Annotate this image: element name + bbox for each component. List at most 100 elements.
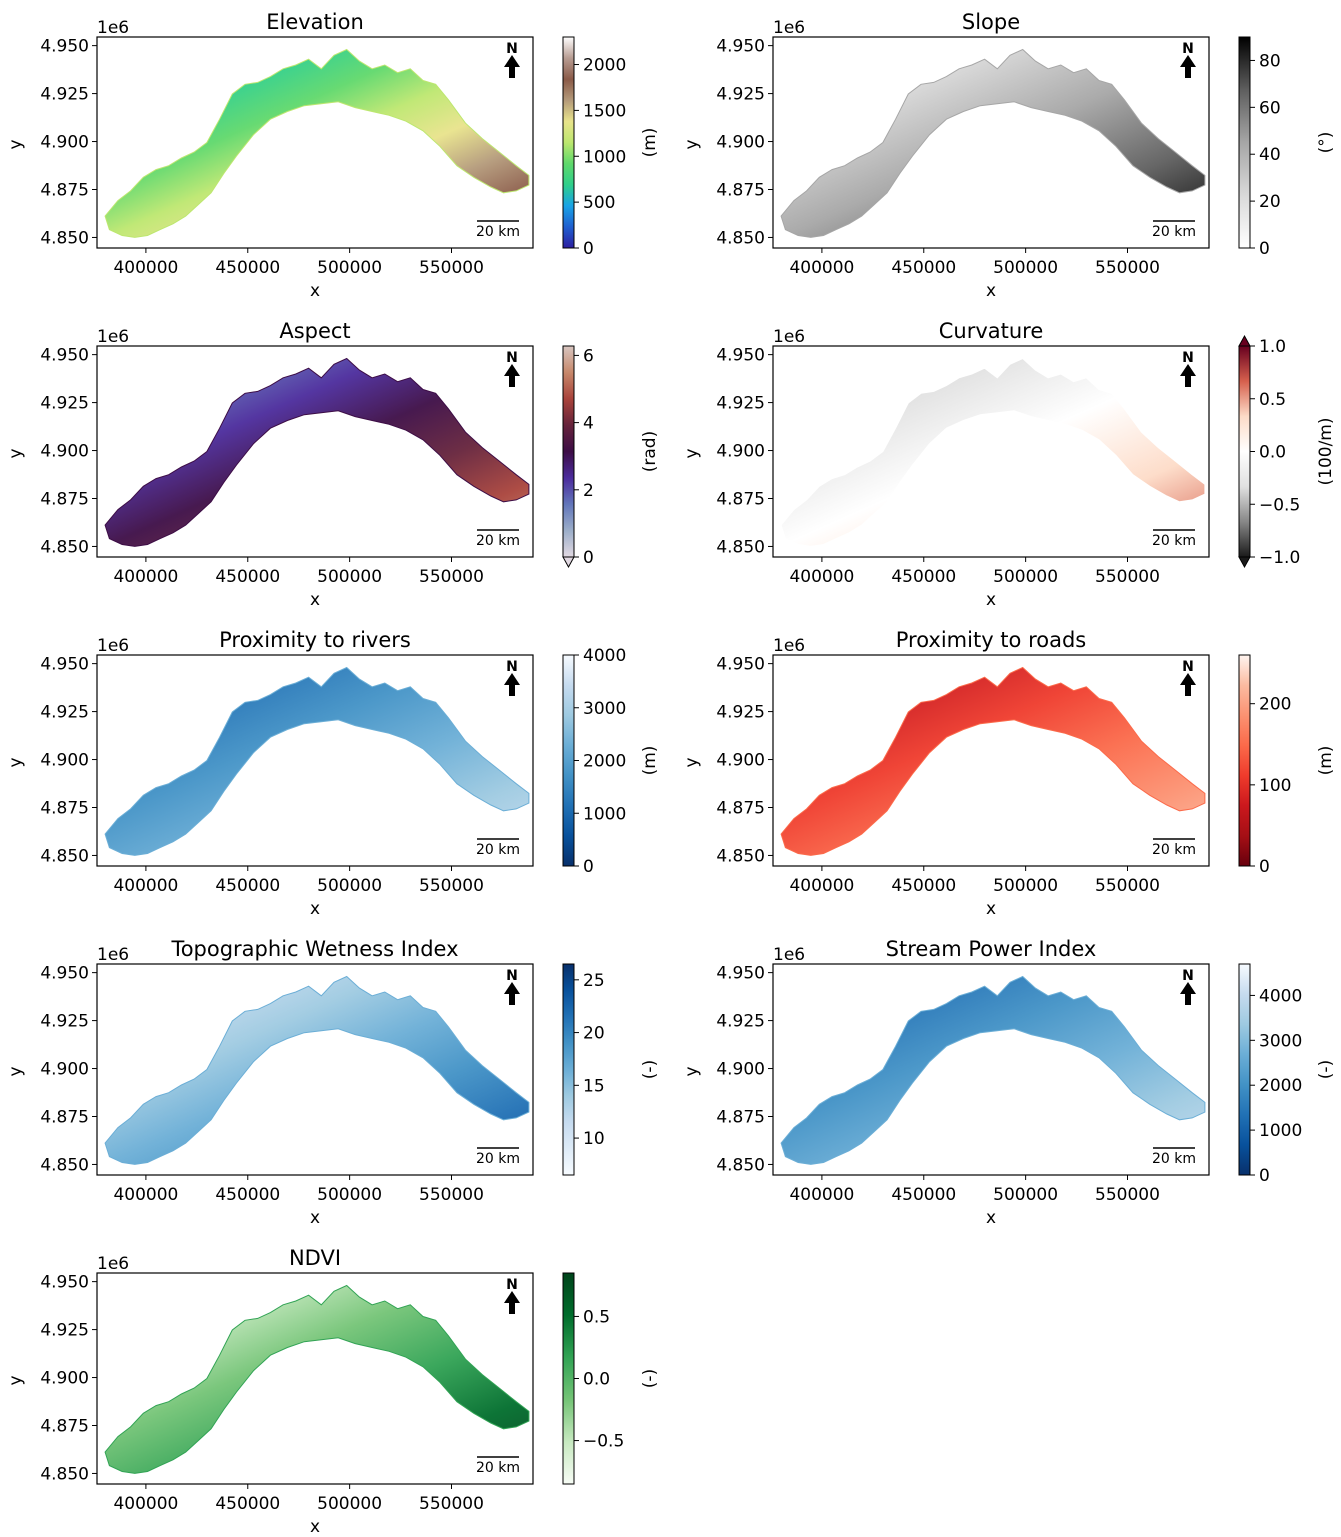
- y-tick-label: 4.875: [40, 489, 89, 509]
- y-axis-label: y: [6, 757, 26, 767]
- y-axis-label: y: [6, 1066, 26, 1076]
- colorbar-tick-label: 200: [1259, 695, 1291, 715]
- colorbar-label: (-): [1316, 1060, 1336, 1079]
- y-tick-label: 4.950: [716, 346, 765, 366]
- raster-region: [104, 666, 530, 856]
- x-tick-label: 500000: [993, 1185, 1058, 1205]
- y-tick-label: 4.925: [40, 1012, 89, 1032]
- colorbar-tick-label: 40: [1259, 145, 1281, 165]
- panel-title: Curvature: [939, 319, 1044, 343]
- colorbar: [1238, 345, 1251, 558]
- colorbar-tick-label: 0: [583, 857, 594, 877]
- y-tick-label: 4.900: [40, 1060, 89, 1080]
- x-axis-label: x: [986, 590, 996, 610]
- y-tick-label: 4.925: [40, 394, 89, 414]
- panel-title: Proximity to rivers: [219, 628, 411, 652]
- x-tick-label: 400000: [789, 876, 854, 896]
- x-tick-label: 500000: [993, 567, 1058, 587]
- panel-title: Aspect: [279, 319, 350, 343]
- colorbar-label: (-): [640, 1060, 660, 1079]
- y-tick-label: 4.950: [40, 964, 89, 984]
- y-tick-label: 4.950: [40, 1273, 89, 1293]
- colorbar-tick-label: 0: [1259, 239, 1270, 259]
- x-tick-label: 550000: [419, 876, 484, 896]
- y-tick-label: 4.925: [40, 85, 89, 105]
- x-tick-label: 500000: [317, 1185, 382, 1205]
- y-offset-label: 1e6: [97, 327, 129, 347]
- colorbar-tick-label: −0.5: [583, 1432, 624, 1452]
- y-offset-label: 1e6: [773, 945, 805, 965]
- y-offset-label: 1e6: [97, 945, 129, 965]
- colorbar-tick-label: −0.5: [1259, 495, 1300, 515]
- x-tick-label: 450000: [215, 1185, 280, 1205]
- colorbar-extend-min: [562, 556, 575, 569]
- y-tick-label: 4.950: [40, 37, 89, 57]
- colorbar: [1238, 654, 1251, 867]
- colorbar-tick-label: 0: [583, 239, 594, 259]
- panel-title: Slope: [962, 10, 1020, 34]
- panel-title: Stream Power Index: [886, 937, 1097, 961]
- y-tick-label: 4.875: [40, 180, 89, 200]
- north-label: N: [1182, 659, 1194, 675]
- colorbar: [562, 1272, 575, 1485]
- north-label: N: [1182, 41, 1194, 57]
- scale-bar-label: 20 km: [1152, 533, 1196, 549]
- y-tick-label: 4.900: [40, 1369, 89, 1389]
- y-tick-label: 4.850: [40, 846, 89, 866]
- raster-region: [104, 1284, 530, 1474]
- colorbar-tick-label: 2: [583, 481, 594, 501]
- colorbar-tick-label: 1500: [583, 101, 626, 121]
- y-axis-label: y: [682, 139, 702, 149]
- north-label: N: [506, 968, 518, 984]
- colorbar-tick-label: 15: [583, 1076, 605, 1096]
- plot-frame: [772, 345, 1210, 558]
- x-tick-label: 400000: [789, 567, 854, 587]
- colorbar-tick-label: 0: [1259, 857, 1270, 877]
- panel-elevation: Elevation 400000 450000 500000 550000 x 4.850 4…: [6, 10, 660, 301]
- colorbar: [562, 36, 575, 249]
- y-offset-label: 1e6: [97, 636, 129, 656]
- colorbar-tick-label: 4: [583, 414, 594, 434]
- plot-frame: [96, 963, 534, 1176]
- colorbar: [562, 654, 575, 867]
- y-axis-label: y: [682, 448, 702, 458]
- y-tick-label: 4.900: [716, 1060, 765, 1080]
- y-tick-label: 4.875: [40, 1416, 89, 1436]
- colorbar: [1238, 963, 1251, 1176]
- y-tick-label: 4.925: [40, 1321, 89, 1341]
- colorbar-tick-label: 80: [1259, 51, 1281, 71]
- x-tick-label: 550000: [419, 1494, 484, 1514]
- x-tick-label: 450000: [215, 567, 280, 587]
- north-arrow-icon: [504, 55, 520, 78]
- y-tick-label: 4.850: [40, 537, 89, 557]
- x-axis-label: x: [986, 899, 996, 919]
- x-axis-label: x: [310, 590, 320, 610]
- panel-title: Elevation: [266, 10, 364, 34]
- plot-frame: [96, 36, 534, 249]
- y-tick-label: 4.925: [716, 85, 765, 105]
- colorbar-tick-label: 0.5: [1259, 390, 1286, 410]
- scale-bar-label: 20 km: [476, 533, 520, 549]
- x-tick-label: 500000: [317, 567, 382, 587]
- colorbar-tick-label: 4000: [583, 646, 626, 666]
- colorbar-tick-label: 10: [583, 1129, 605, 1149]
- north-label: N: [506, 350, 518, 366]
- x-axis-label: x: [310, 1517, 320, 1537]
- colorbar-tick-label: 3000: [1259, 1031, 1302, 1051]
- x-tick-label: 550000: [1095, 876, 1160, 896]
- x-axis-label: x: [310, 281, 320, 301]
- colorbar-tick-label: 20: [1259, 192, 1281, 212]
- y-offset-label: 1e6: [97, 18, 129, 38]
- north-label: N: [1182, 968, 1194, 984]
- y-tick-label: 4.850: [40, 228, 89, 248]
- raster-region: [780, 48, 1206, 238]
- y-tick-label: 4.875: [716, 180, 765, 200]
- x-tick-label: 400000: [113, 567, 178, 587]
- y-tick-label: 4.925: [40, 703, 89, 723]
- scale-bar-label: 20 km: [1152, 224, 1196, 240]
- x-tick-label: 500000: [317, 258, 382, 278]
- y-axis-label: y: [682, 1066, 702, 1076]
- north-arrow-icon: [504, 364, 520, 387]
- north-arrow-icon: [1180, 55, 1196, 78]
- panel-topographic-wetness-index: Topographic Wetness Index 400000 450000 500…: [6, 937, 660, 1228]
